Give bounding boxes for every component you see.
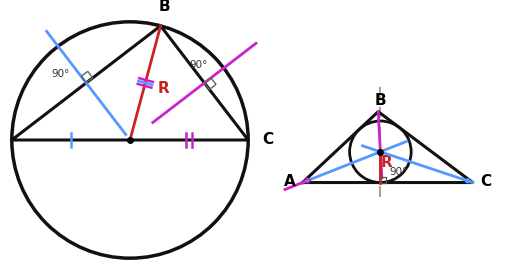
Text: 90°: 90° [51, 69, 69, 79]
Text: B: B [375, 93, 386, 108]
Text: R: R [157, 81, 169, 96]
Text: A: A [284, 174, 295, 189]
Text: B: B [158, 0, 170, 14]
Text: 90°: 90° [389, 167, 407, 178]
Text: R: R [380, 155, 392, 170]
Text: C: C [480, 174, 491, 189]
Text: C: C [263, 132, 274, 148]
Text: 90°: 90° [189, 60, 207, 69]
